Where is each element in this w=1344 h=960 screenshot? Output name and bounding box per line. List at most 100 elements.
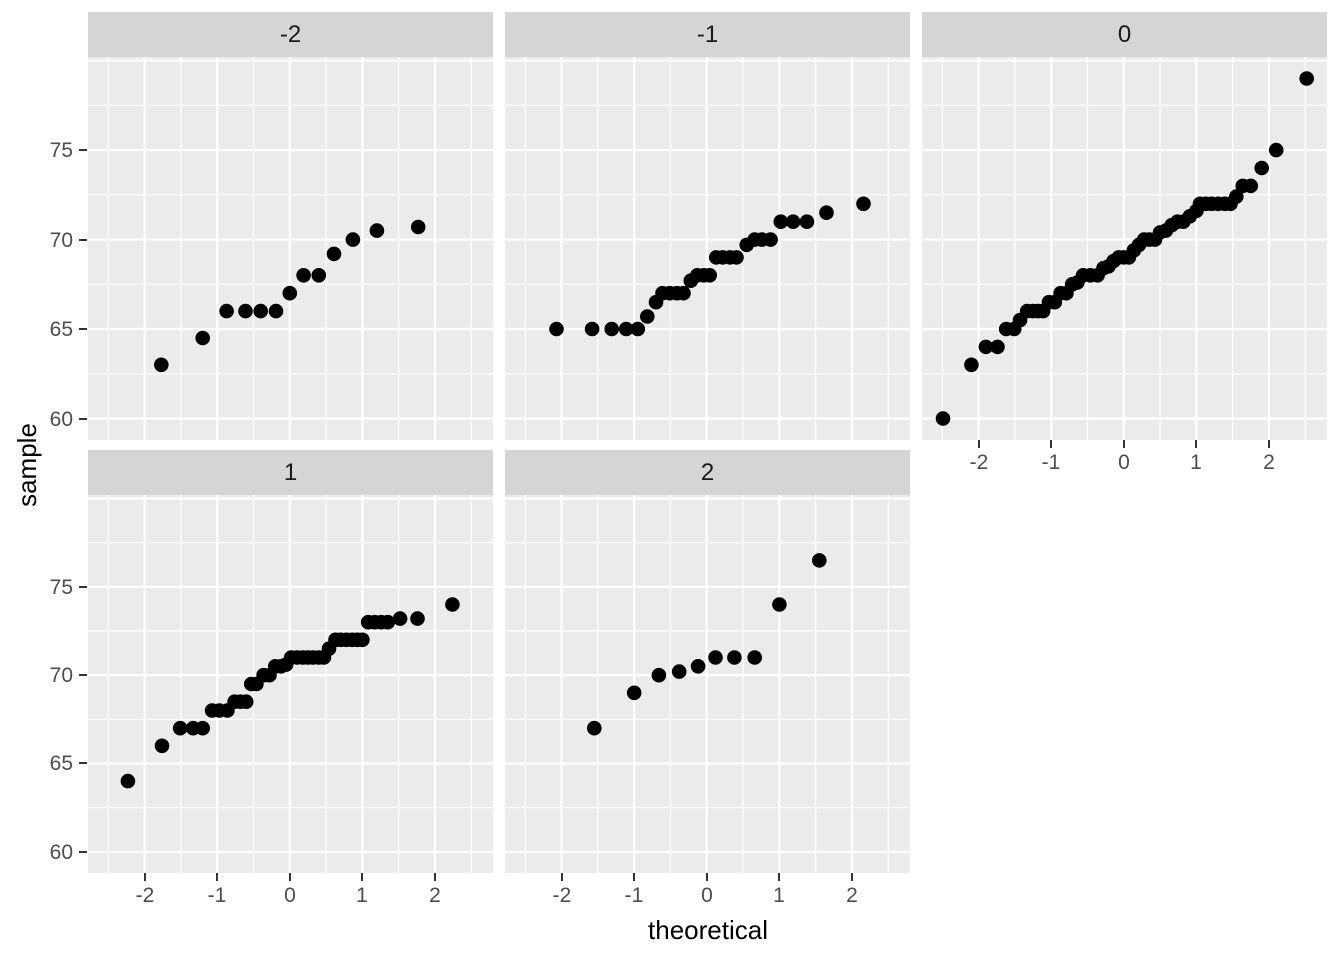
data-point: [671, 664, 687, 679]
y-tick-mark: [79, 674, 87, 676]
y-axis-title: sample: [12, 423, 42, 507]
facet-strip: 2: [505, 450, 910, 495]
facet-strip-label: -1: [696, 20, 719, 48]
x-tick-mark: [978, 440, 980, 448]
data-points: [154, 219, 426, 373]
facet-strip-label: 0: [1117, 20, 1132, 48]
x-tick-mark: [1268, 440, 1270, 448]
data-point: [1243, 178, 1259, 194]
data-point: [1268, 142, 1284, 158]
data-point: [268, 303, 284, 319]
y-tick-label: 60: [49, 408, 73, 431]
x-tick-mark: [289, 873, 291, 881]
facet-panel--1: -1: [505, 12, 910, 440]
y-tick-mark: [79, 762, 87, 764]
x-tick-mark: [1123, 440, 1125, 448]
data-point: [238, 303, 253, 319]
data-point: [819, 205, 834, 220]
x-tick-label: -2: [969, 451, 989, 474]
facet-strip: 1: [88, 450, 493, 495]
data-point: [282, 285, 298, 301]
data-point: [626, 685, 642, 701]
data-point: [799, 214, 815, 229]
gridlines: [922, 57, 1327, 440]
data-point: [345, 232, 361, 247]
y-tick-mark: [79, 851, 87, 853]
gridlines: [505, 495, 910, 873]
x-tick-mark: [144, 873, 146, 881]
data-point: [380, 614, 396, 630]
x-tick-label: 2: [429, 884, 441, 907]
data-point: [369, 223, 385, 238]
data-point: [392, 611, 408, 626]
data-point: [935, 411, 951, 426]
x-tick-mark: [633, 873, 635, 881]
y-tick-label: 65: [49, 318, 73, 341]
data-point: [978, 339, 994, 355]
data-point: [964, 357, 979, 373]
data-point: [410, 219, 426, 235]
data-point: [618, 321, 634, 337]
data-point: [410, 611, 425, 626]
data-point: [445, 597, 460, 612]
y-tick-mark: [79, 418, 87, 420]
data-point: [238, 694, 254, 709]
data-point: [154, 357, 169, 373]
x-tick-mark: [706, 873, 708, 881]
facet-strip-label: 2: [700, 458, 715, 486]
data-point: [587, 720, 602, 736]
data-points: [587, 553, 827, 736]
data-point: [772, 597, 787, 612]
data-point: [763, 232, 778, 247]
data-point: [172, 720, 188, 736]
y-tick-label: 65: [49, 752, 73, 775]
x-tick-mark: [851, 873, 853, 881]
data-point: [990, 339, 1005, 355]
y-tick-label: 60: [49, 841, 73, 864]
y-tick-mark: [79, 586, 87, 588]
data-point: [708, 650, 723, 665]
data-point: [702, 268, 717, 283]
data-point: [1299, 71, 1314, 86]
data-point: [326, 246, 342, 262]
facet-strip: -1: [505, 12, 910, 57]
panel-canvas--1: [505, 57, 910, 440]
facet-panel-1: 1: [88, 450, 493, 873]
x-tick-label: 1: [1190, 451, 1202, 474]
data-point: [604, 321, 619, 337]
data-point: [690, 659, 706, 674]
data-point: [195, 720, 210, 736]
x-tick-label: -1: [207, 884, 227, 907]
gridlines: [88, 57, 493, 440]
x-axis-title: theoretical: [648, 915, 768, 945]
y-tick-label: 70: [49, 229, 73, 252]
y-tick-mark: [79, 149, 87, 151]
data-points: [935, 71, 1314, 426]
data-points: [549, 196, 871, 337]
data-point: [549, 321, 564, 337]
y-tick-mark: [79, 239, 87, 241]
x-tick-mark: [1195, 440, 1197, 448]
x-tick-mark: [778, 873, 780, 881]
x-tick-mark: [561, 873, 563, 881]
panel-canvas-0: [922, 57, 1327, 440]
data-point: [729, 250, 744, 265]
x-tick-label: 1: [356, 884, 368, 907]
data-point: [253, 303, 268, 319]
data-point: [640, 309, 655, 324]
data-point: [812, 553, 827, 568]
x-tick-mark: [1050, 440, 1052, 448]
data-point: [219, 303, 234, 319]
data-point: [584, 321, 600, 337]
y-tick-label: 70: [49, 664, 73, 687]
x-tick-label: -2: [552, 884, 572, 907]
data-points: [120, 597, 460, 789]
x-tick-label: 0: [284, 884, 296, 907]
data-point: [120, 773, 136, 789]
x-tick-label: -1: [624, 884, 644, 907]
facet-strip: -2: [88, 12, 493, 57]
data-point: [195, 330, 210, 346]
x-tick-mark: [216, 873, 218, 881]
y-tick-label: 75: [49, 139, 73, 162]
